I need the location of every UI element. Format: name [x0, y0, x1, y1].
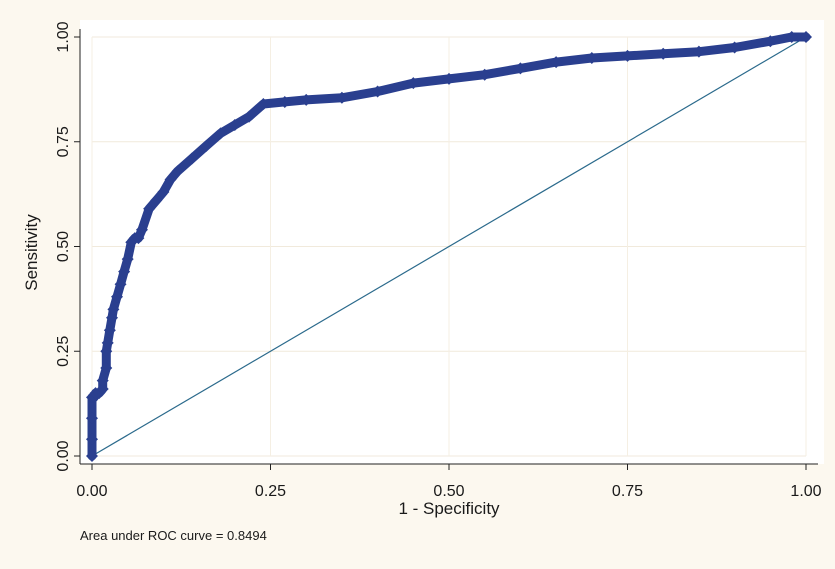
- roc-point-26: [164, 173, 177, 186]
- roc-point-39: [443, 72, 455, 85]
- reference-line-group: [91, 36, 807, 457]
- roc-point-13: [105, 311, 118, 324]
- roc-point-36: [335, 91, 348, 104]
- x-axis-label: 1 - Specificity: [398, 499, 500, 518]
- roc-point-47: [728, 41, 741, 54]
- y-tick-label-3: 0.75: [55, 126, 72, 157]
- roc-point-50: [800, 31, 812, 43]
- roc-point-0: [86, 450, 98, 462]
- y-tick-label-0: 0.00: [55, 440, 72, 471]
- x-tick-label-1: 0.25: [255, 483, 286, 500]
- roc-point-7: [96, 382, 109, 395]
- roc-point-35: [300, 93, 313, 106]
- axes: [74, 29, 818, 470]
- roc-point-41: [514, 62, 527, 75]
- roc-point-42: [550, 56, 563, 69]
- y-tick-label-4: 1.00: [55, 21, 72, 52]
- roc-point-12: [103, 324, 116, 337]
- roc-point-29: [200, 139, 213, 152]
- roc-point-14: [107, 303, 120, 316]
- roc-point-33: [257, 98, 270, 111]
- roc-point-43: [585, 51, 598, 64]
- roc-point-22: [135, 223, 148, 236]
- roc-point-18: [121, 253, 134, 266]
- roc-point-10: [100, 345, 113, 358]
- x-tick-label-4: 1.00: [790, 483, 821, 500]
- roc-point-28: [185, 152, 198, 165]
- roc-point-15: [110, 290, 123, 303]
- roc-point-44: [621, 49, 634, 62]
- y-tick-label-2: 0.50: [55, 231, 72, 262]
- roc-point-1: [86, 433, 98, 446]
- y-axis-label: Sensitivity: [22, 214, 41, 291]
- roc-point-38: [407, 77, 420, 90]
- roc-point-8: [96, 374, 109, 387]
- roc-point-11: [101, 336, 114, 349]
- roc-point-30: [214, 127, 227, 140]
- x-tick-label-3: 0.75: [612, 483, 643, 500]
- x-tick-label-2: 0.50: [433, 483, 464, 500]
- roc-point-45: [657, 47, 670, 60]
- roc-point-25: [157, 186, 170, 199]
- roc-curve-group: [86, 31, 812, 462]
- roc-point-49: [785, 31, 798, 43]
- roc-point-9: [100, 362, 113, 375]
- roc-point-32: [243, 110, 256, 123]
- roc-point-23: [143, 202, 156, 215]
- tick-labels: 0.00 0.25 0.50 0.75 1.00 0.00 0.25 0.50 0.75 1.00: [55, 21, 822, 500]
- roc-point-31: [228, 118, 241, 131]
- roc-point-2: [86, 412, 98, 425]
- roc-point-16: [114, 278, 127, 291]
- roc-point-40: [478, 68, 491, 81]
- roc-point-34: [278, 95, 291, 108]
- x-tick-label-0: 0.00: [76, 483, 107, 500]
- y-tick-label-1: 0.25: [55, 336, 72, 367]
- roc-point-48: [764, 35, 777, 48]
- roc-point-27: [171, 165, 184, 178]
- roc-point-17: [118, 265, 131, 278]
- roc-point-24: [150, 194, 163, 207]
- roc-point-37: [371, 85, 384, 98]
- auc-annotation: Area under ROC curve = 0.8494: [80, 528, 267, 543]
- reference-line: [91, 36, 807, 457]
- roc-point-46: [692, 45, 705, 58]
